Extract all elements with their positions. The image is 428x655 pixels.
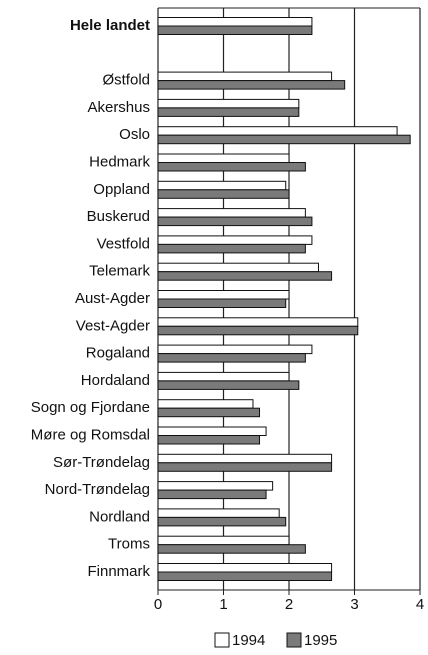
bar [157,153,290,163]
bar [157,208,306,218]
bar [157,290,290,300]
y-tick-label: Hedmark [89,153,150,170]
y-tick-label: Aust-Agder [75,290,150,307]
bar [157,134,411,145]
y-tick-label: Østfold [102,72,150,89]
bar [157,235,313,245]
y-tick-label: Buskerud [87,208,150,225]
y-tick-label: Troms [108,536,150,553]
y-tick-label: Vest-Agder [76,317,150,334]
y-tick-label: Nord-Trøndelag [45,481,150,498]
y-tick-label: Telemark [89,263,150,280]
y-tick-label: Oslo [119,126,150,143]
bar [157,462,333,472]
bar [157,426,267,436]
bar [157,317,359,327]
bar [157,71,333,82]
x-tick-label: 0 [154,596,162,613]
y-tick-label: Hele landet [70,17,150,34]
bar [157,17,313,27]
bar [157,126,398,136]
y-tick-label: Nordland [89,508,150,525]
bar [157,298,287,308]
bar [157,344,313,355]
legend-swatch [286,632,302,648]
x-tick-label: 3 [350,596,358,613]
bar [157,243,306,254]
bar [157,407,261,418]
bar [157,371,290,382]
bar [157,353,306,363]
legend-label: 1994 [232,632,265,649]
bar [157,98,300,109]
legend-swatch [214,632,230,648]
y-tick-label: Rogaland [86,345,150,362]
bar [157,162,306,172]
bar [157,271,333,281]
y-tick-label: Finnmark [87,563,150,580]
y-tick-label: Sør-Trøndelag [53,454,150,471]
y-tick-label: Vestfold [97,235,150,252]
bar [157,508,280,518]
bar [157,325,359,336]
bar [157,399,254,409]
bar [157,544,306,554]
bar [157,189,290,199]
bar [157,516,287,527]
bar [157,489,267,500]
bar [157,107,300,117]
x-tick-label: 1 [219,596,227,613]
y-tick-label: Sogn og Fjordane [31,399,150,416]
y-tick-label: Møre og Romsdal [31,426,150,443]
bar [157,25,313,35]
bar [157,80,346,90]
bar [157,535,290,546]
bar [157,435,261,445]
y-tick-label: Akershus [87,99,150,116]
bar [157,262,319,273]
y-tick-label: Hordaland [81,372,150,389]
y-tick-label: Oppland [93,181,150,198]
bar [157,453,333,464]
bar [157,571,333,581]
legend-label: 1995 [304,632,337,649]
bar [157,563,333,573]
bar [157,481,274,491]
x-tick-label: 2 [285,596,293,613]
bar [157,380,300,390]
bar [157,180,287,191]
x-tick-label: 4 [416,596,424,613]
bar [157,216,313,227]
